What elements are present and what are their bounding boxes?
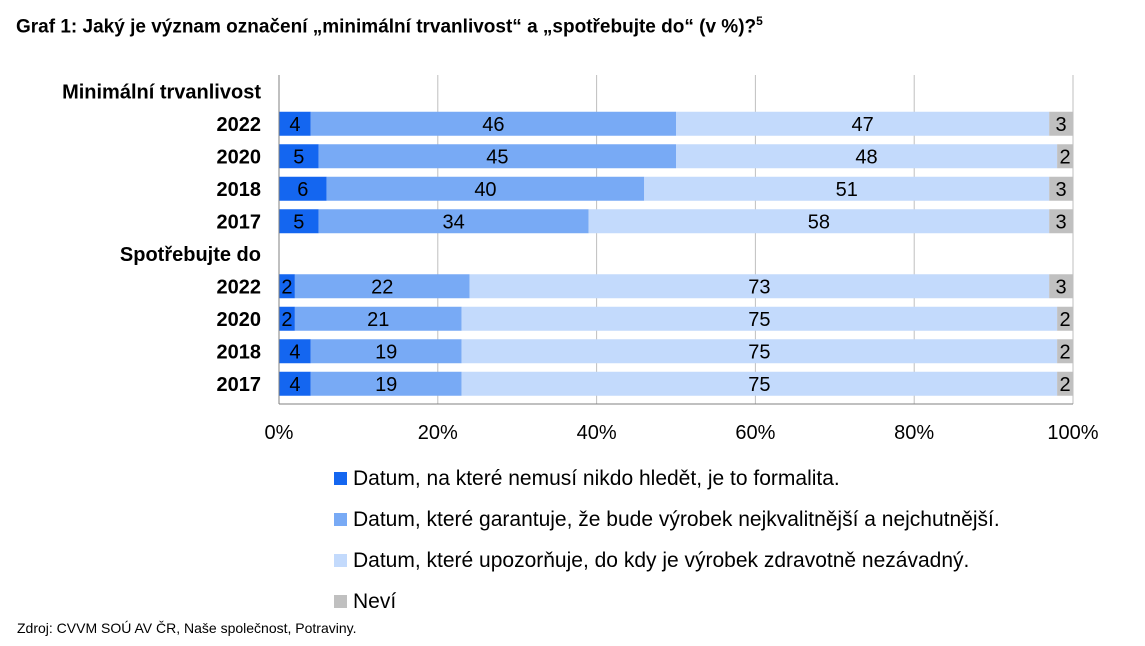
- legend-item-quality: Datum, které garantuje, že bude výrobek …: [334, 499, 1000, 540]
- bar-segment-0-0-0: [279, 111, 311, 136]
- legend-label-dont-know: Neví: [353, 589, 397, 613]
- bar-segment-0-3-2: [588, 209, 1050, 234]
- data-label-1-0-0: 2: [281, 276, 292, 298]
- data-label-1-0-1: 22: [371, 276, 393, 298]
- bar-segment-0-2-0: [279, 176, 327, 201]
- data-label-1-3-2: 75: [748, 374, 770, 396]
- data-label-0-2-0: 6: [297, 179, 308, 201]
- bar-segment-0-3-1: [318, 209, 589, 234]
- data-label-0-2-1: 40: [474, 179, 496, 201]
- bar-segment-1-3-0: [279, 371, 311, 396]
- legend-label-formality: Datum, na které nemusí nikdo hledět, je …: [353, 466, 840, 490]
- data-label-1-3-3: 2: [1059, 374, 1070, 396]
- legend-item-dont-know: Neví: [334, 581, 1000, 622]
- data-label-0-3-2: 58: [808, 211, 830, 233]
- data-label-1-0-3: 3: [1056, 276, 1067, 298]
- bar-segment-1-1-0: [279, 306, 295, 331]
- bar-segment-1-2-3: [1057, 339, 1073, 364]
- chart-title-text: Graf 1: Jaký je význam označení „minimál…: [16, 16, 757, 38]
- x-tick-label-5: 100%: [1047, 422, 1098, 444]
- data-label-0-2-3: 3: [1056, 179, 1067, 201]
- bar-segment-1-0-0: [279, 274, 295, 299]
- data-label-0-0-3: 3: [1056, 114, 1067, 136]
- x-tick-label-2: 40%: [577, 422, 617, 444]
- chart-title: Graf 1: Jaký je význam označení „minimál…: [16, 14, 763, 38]
- row-label-0-0: 2022: [217, 114, 262, 136]
- bar-segment-0-0-1: [310, 111, 676, 136]
- data-label-1-2-1: 19: [375, 341, 397, 363]
- title-footnote: 5: [756, 14, 763, 28]
- legend-swatch-safety: [334, 554, 347, 567]
- bar-segment-1-1-2: [461, 306, 1058, 331]
- bar-segment-1-0-2: [469, 274, 1050, 299]
- bar-segment-0-1-1: [318, 144, 676, 169]
- bar-segment-0-0-2: [676, 111, 1050, 136]
- data-label-1-1-1: 21: [367, 309, 389, 331]
- bar-segment-1-1-1: [294, 306, 462, 331]
- data-label-0-2-2: 51: [836, 179, 858, 201]
- legend-item-safety: Datum, které upozorňuje, do kdy je výrob…: [334, 540, 1000, 581]
- row-label-1-2: 2018: [217, 341, 262, 363]
- bar-segment-1-3-3: [1057, 371, 1073, 396]
- group-label-0: Minimální trvanlivost: [62, 81, 261, 103]
- bar-segment-0-2-1: [326, 176, 645, 201]
- x-tick-label-1: 20%: [418, 422, 458, 444]
- data-label-1-1-2: 75: [748, 309, 770, 331]
- data-label-1-2-2: 75: [748, 341, 770, 363]
- bar-segment-0-1-3: [1057, 144, 1073, 169]
- group-label-1: Spotřebujte do: [120, 244, 261, 266]
- legend-label-quality: Datum, které garantuje, že bude výrobek …: [353, 507, 1000, 531]
- bar-segment-0-3-0: [279, 209, 319, 234]
- data-label-0-1-2: 48: [855, 146, 877, 168]
- x-tick-label-0: 0%: [265, 422, 294, 444]
- x-tick-label-3: 60%: [735, 422, 775, 444]
- data-label-0-0-1: 46: [482, 114, 504, 136]
- bar-segment-0-1-0: [279, 144, 319, 169]
- row-label-0-1: 2020: [217, 146, 262, 168]
- legend: Datum, na které nemusí nikdo hledět, je …: [334, 458, 1000, 622]
- data-label-0-0-0: 4: [289, 114, 300, 136]
- bar-segment-1-2-0: [279, 339, 311, 364]
- bar-segment-0-2-2: [644, 176, 1050, 201]
- data-label-1-1-0: 2: [281, 309, 292, 331]
- source-note: Zdroj: CVVM SOÚ AV ČR, Naše společnost, …: [17, 620, 357, 636]
- bar-segment-0-1-2: [676, 144, 1058, 169]
- bar-segment-1-0-3: [1049, 274, 1073, 299]
- bar-segment-1-3-2: [461, 371, 1058, 396]
- bar-segment-1-2-2: [461, 339, 1058, 364]
- row-label-1-1: 2020: [217, 309, 262, 331]
- row-label-0-2: 2018: [217, 179, 262, 201]
- data-label-0-3-3: 3: [1056, 211, 1067, 233]
- data-label-1-2-0: 4: [289, 341, 300, 363]
- legend-swatch-formality: [334, 472, 347, 485]
- row-label-0-3: 2017: [217, 211, 262, 233]
- data-label-0-3-0: 5: [293, 211, 304, 233]
- data-label-0-1-1: 45: [486, 146, 508, 168]
- legend-item-formality: Datum, na které nemusí nikdo hledět, je …: [334, 458, 1000, 499]
- data-label-0-3-1: 34: [443, 211, 465, 233]
- row-label-1-0: 2022: [217, 276, 262, 298]
- legend-swatch-quality: [334, 513, 347, 526]
- bar-segment-0-0-3: [1049, 111, 1073, 136]
- data-label-1-2-3: 2: [1059, 341, 1070, 363]
- bar-segment-0-3-3: [1049, 209, 1073, 234]
- data-label-1-3-0: 4: [289, 374, 300, 396]
- data-label-0-1-3: 2: [1059, 146, 1070, 168]
- x-tick-label-4: 80%: [894, 422, 934, 444]
- data-label-1-3-1: 19: [375, 374, 397, 396]
- bar-segment-1-0-1: [294, 274, 470, 299]
- data-label-0-0-2: 47: [851, 114, 873, 136]
- bar-segment-1-3-1: [310, 371, 462, 396]
- data-label-1-0-2: 73: [748, 276, 770, 298]
- legend-swatch-dont-know: [334, 595, 347, 608]
- row-label-1-3: 2017: [217, 374, 262, 396]
- legend-label-safety: Datum, které upozorňuje, do kdy je výrob…: [353, 548, 970, 572]
- bar-segment-1-1-3: [1057, 306, 1073, 331]
- bar-segment-1-2-1: [310, 339, 462, 364]
- data-label-0-1-0: 5: [293, 146, 304, 168]
- data-label-1-1-3: 2: [1059, 309, 1070, 331]
- bar-segment-0-2-3: [1049, 176, 1073, 201]
